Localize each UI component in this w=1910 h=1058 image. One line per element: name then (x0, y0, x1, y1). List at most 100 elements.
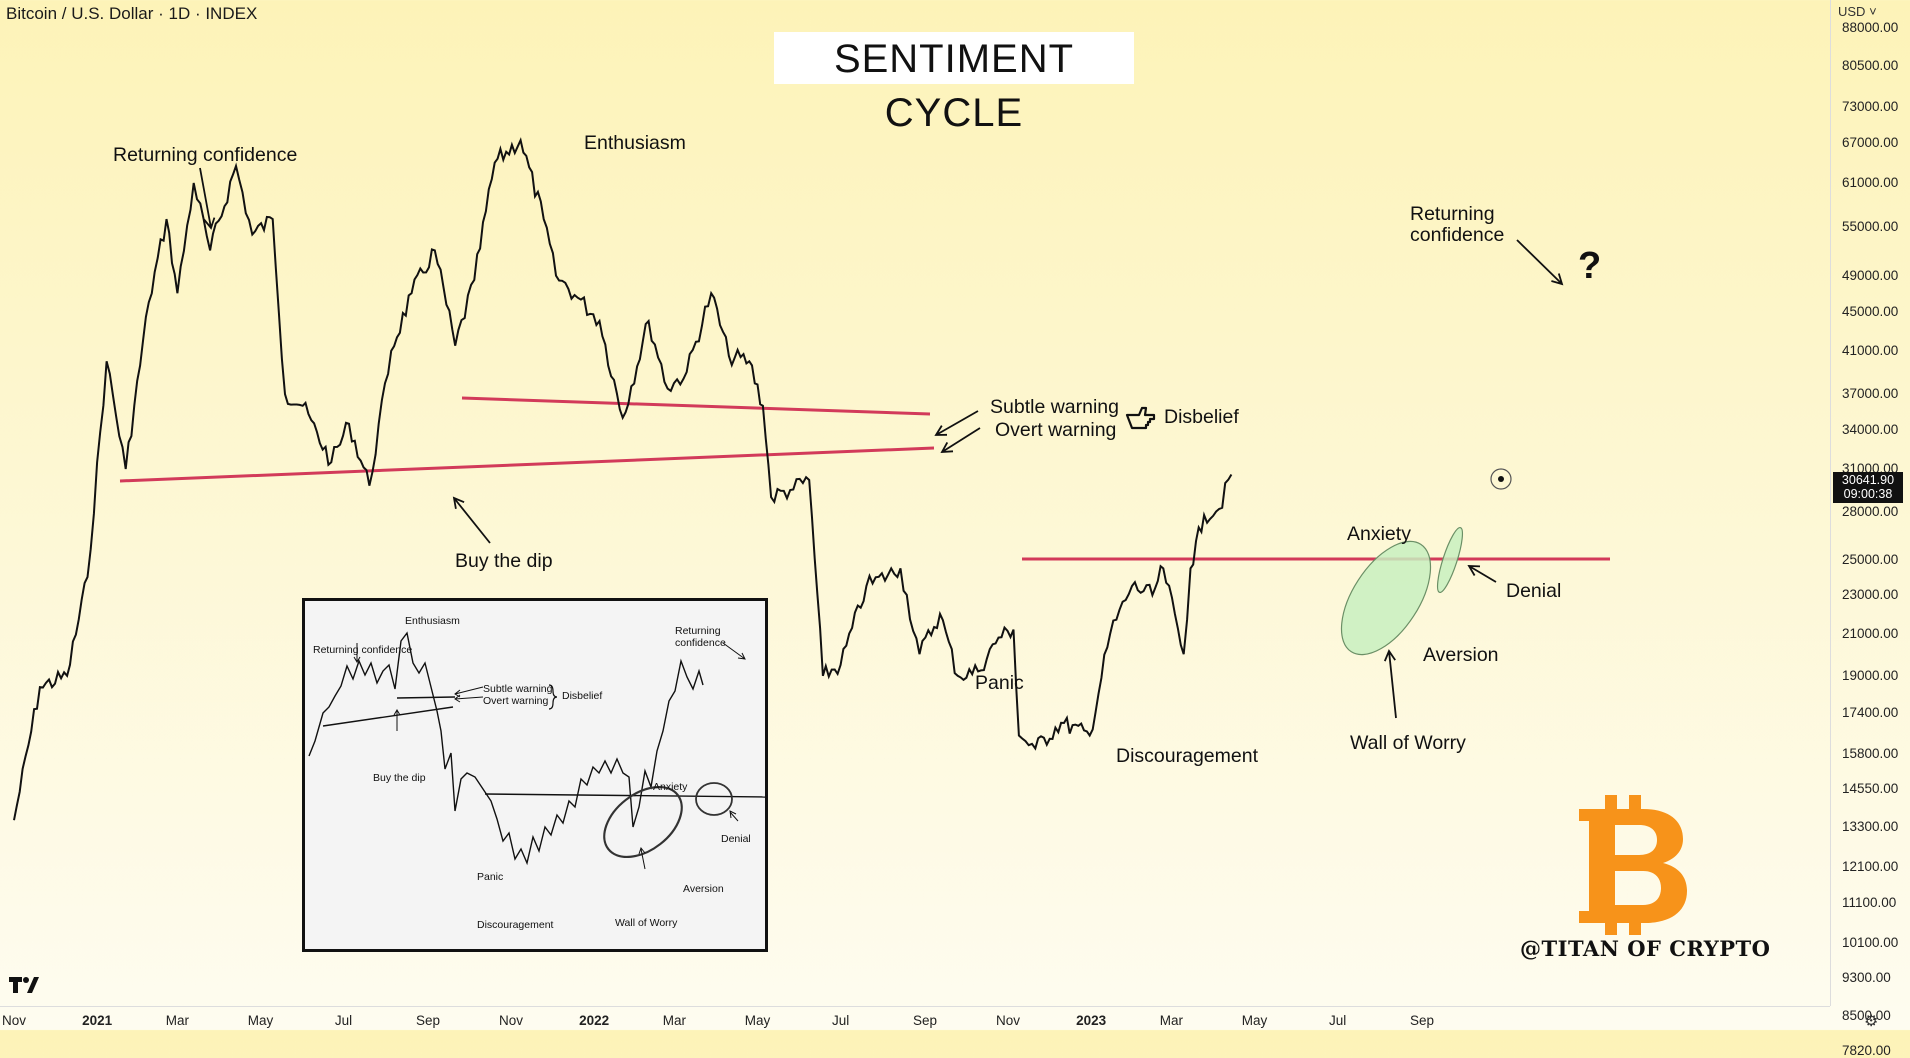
x-tick-label: Sep (1409, 1013, 1435, 1028)
y-tick-label: 23000.00 (1842, 587, 1899, 603)
inset-label-enthusiasm: Enthusiasm (405, 615, 460, 627)
overt-warning-arrow (940, 427, 981, 454)
returning-confidence-2-arrow (1516, 239, 1564, 286)
y-tick-label: 88000.00 (1842, 20, 1899, 36)
x-tick-label: Jul (334, 1013, 353, 1028)
price-chart[interactable] (0, 0, 1910, 1030)
last-price-badge: 30641.90 09:00:38 (1833, 472, 1903, 503)
denial-arrow (1467, 565, 1497, 583)
y-tick-label: 61000.00 (1842, 175, 1899, 190)
pointing-hand-icon (1125, 406, 1156, 430)
currency-label: USD (1838, 4, 1866, 19)
label-denial: Denial (1506, 580, 1562, 602)
inset-label-returning-confidence: Returning confidence (313, 644, 413, 656)
inset-label-discouragement: Discouragement (477, 919, 554, 931)
current-price-circle (1490, 468, 1512, 490)
inset-diagram-svg (308, 631, 765, 870)
inset-price-line (308, 631, 704, 866)
x-tick-label: 2022 (579, 1013, 610, 1028)
label-returning-confidence-2: Returning confidence (1410, 204, 1504, 246)
label-subtle-warning: Subtle warning (990, 396, 1119, 418)
inset-sentiment-diagram: Enthusiasm Returning confidence Returnin… (302, 598, 768, 952)
currency-selector[interactable]: USD ˅ (1838, 4, 1877, 19)
label-disbelief: Disbelief (1164, 406, 1239, 428)
label-wall-of-worry: Wall of Worry (1350, 732, 1466, 754)
inset-label-buy-the-dip: Buy the dip (373, 772, 426, 784)
y-tick-label: 28000.00 (1842, 504, 1899, 519)
x-tick-label: Nov (995, 1013, 1021, 1028)
label-returning-confidence: Returning confidence (113, 144, 298, 166)
inset-label-returning: Returning (675, 625, 721, 637)
inset-label-confidence: confidence (675, 637, 726, 649)
annotation-arrows (199, 167, 1564, 719)
inset-label-aversion: Aversion (683, 883, 724, 895)
tradingview-logo-icon[interactable] (8, 974, 40, 994)
x-tick-label: Nov (1, 1013, 27, 1028)
x-tick-label: Sep (415, 1013, 441, 1028)
y-tick-label: 25000.00 (1842, 551, 1899, 567)
x-tick-label: Jul (831, 1013, 850, 1028)
y-tick-label: 12100.00 (1842, 858, 1899, 874)
inset-label-denial: Denial (721, 833, 751, 845)
x-tick-label: 2021 (82, 1013, 113, 1028)
trendlines (119, 396, 1610, 561)
x-tick-label: Mar (1159, 1013, 1184, 1028)
bitcoin-logo-icon (1579, 795, 1687, 935)
gear-icon[interactable]: ⚙ (1864, 1013, 1879, 1030)
x-tick-label: Sep (912, 1013, 938, 1028)
trendline-1 (119, 446, 935, 483)
inset-aversion-ellipse (695, 782, 733, 816)
x-tick-label: May (1241, 1013, 1268, 1028)
returning-confidence-arrow (199, 167, 216, 230)
chart-title: SENTIMENT CYCLE (774, 32, 1134, 135)
x-tick-label: Nov (498, 1013, 524, 1028)
label-overt-warning: Overt warning (995, 419, 1117, 441)
y-tick-label: 45000.00 (1842, 303, 1899, 319)
y-tick-label: 13300.00 (1842, 818, 1899, 834)
y-tick-label: 7820.00 (1842, 1042, 1891, 1058)
x-tick-label: 2023 (1076, 1013, 1107, 1028)
inset-wall-ellipse (603, 785, 683, 859)
subtle-warning-arrow (934, 410, 979, 436)
label-buy-the-dip: Buy the dip (455, 550, 553, 572)
label-panic: Panic (975, 672, 1024, 694)
y-tick-label: 17400.00 (1842, 705, 1899, 720)
y-tick-label: 41000.00 (1842, 342, 1899, 358)
inset-label-overt-warning: Overt warning (483, 695, 549, 707)
time-axis[interactable] (0, 1006, 1830, 1007)
y-tick-label: 14550.00 (1842, 780, 1899, 796)
price-axis[interactable] (1830, 0, 1910, 1006)
symbol-header: Bitcoin / U.S. Dollar · 1D · INDEX (6, 4, 258, 23)
y-tick-label: 34000.00 (1842, 422, 1899, 437)
highlight-ellipses (1340, 526, 1464, 656)
y-tick-label: 19000.00 (1842, 667, 1899, 683)
y-tick-label: 10100.00 (1842, 934, 1899, 950)
current-price-dot (1498, 476, 1504, 482)
label-discouragement: Discouragement (1116, 745, 1258, 767)
y-tick-label: 55000.00 (1842, 218, 1899, 234)
chevron-down-icon: ˅ (1865, 4, 1877, 19)
y-tick-label: 8500.00 (1842, 1007, 1891, 1023)
inset-disbelief-brace (548, 684, 558, 710)
wall-of-worry-arrow (1383, 649, 1397, 719)
price-line (13, 137, 1233, 821)
author-credit: @TITAN OF CRYPTO (1520, 936, 1771, 961)
inset-arrows (353, 642, 746, 870)
y-tick-label: 49000.00 (1842, 267, 1899, 283)
question-mark: ? (1578, 245, 1602, 287)
x-tick-label: May (247, 1013, 274, 1028)
label-anxiety: Anxiety (1347, 523, 1411, 545)
y-tick-label: 37000.00 (1842, 386, 1899, 402)
last-price: 30641.90 (1841, 473, 1895, 487)
x-tick-label: May (744, 1013, 771, 1028)
label-aversion: Aversion (1423, 644, 1499, 666)
trendline-2 (461, 396, 931, 416)
y-tick-label: 67000.00 (1842, 135, 1899, 151)
inset-label-anxiety: Anxiety (653, 781, 688, 793)
inset-label-subtle-warning: Subtle warning (483, 683, 553, 695)
inset-resistance-line (484, 793, 765, 798)
label-returning-line2: confidence (1410, 224, 1505, 246)
label-enthusiasm: Enthusiasm (584, 132, 686, 154)
y-tick-label: 15800.00 (1842, 745, 1899, 761)
x-tick-label: Jul (1328, 1013, 1347, 1028)
